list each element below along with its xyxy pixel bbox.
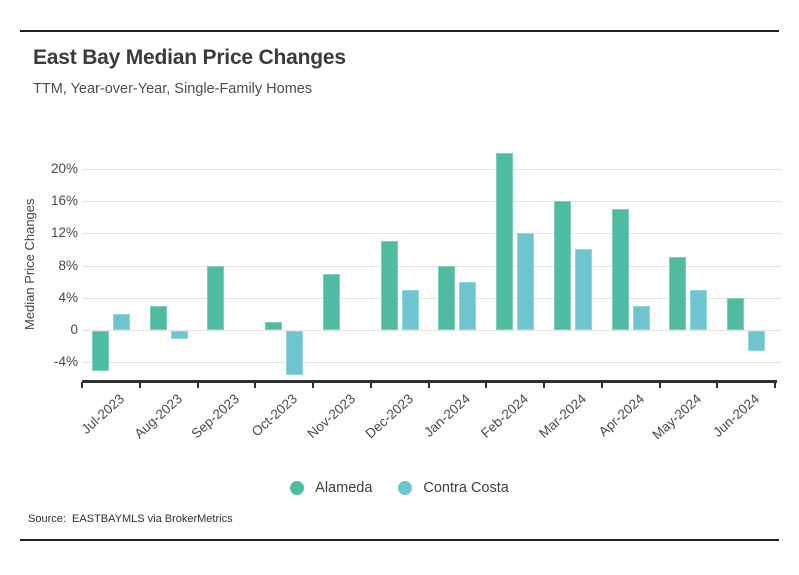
source-note: Source: EASTBAYMLS via BrokerMetrics: [28, 513, 233, 525]
bottom-divider: [20, 539, 779, 541]
y-tick-label-20%: 20%: [50, 160, 78, 176]
y-tick-label--4%: -4%: [53, 354, 78, 370]
bar-contra-costa-apr-2024: [632, 305, 650, 330]
bar-alameda-jul-2023: [91, 331, 109, 372]
bar-contra-costa-feb-2024: [517, 233, 535, 330]
legend: Alameda Contra Costa: [0, 480, 799, 496]
bar-alameda-may-2024: [669, 257, 687, 330]
y-tick-label-12%: 12%: [50, 225, 78, 241]
x-axis-tick: [369, 382, 372, 388]
y-tick-label-16%: 16%: [50, 193, 78, 209]
contra-costa-swatch-icon: [398, 481, 413, 495]
bar-contra-costa-aug-2023: [170, 331, 188, 340]
x-axis-tick: [312, 382, 314, 388]
legend-item-contra-costa: Contra Costa: [398, 480, 509, 496]
bar-contra-costa-jan-2024: [459, 281, 477, 330]
legend-label-contra-costa: Contra Costa: [423, 480, 509, 496]
bar-alameda-dec-2023: [380, 241, 398, 330]
bar-alameda-oct-2023: [265, 321, 283, 330]
bar-alameda-jun-2024: [727, 297, 745, 330]
gridline-4%: [82, 297, 782, 299]
bar-contra-costa-dec-2023: [401, 289, 419, 330]
bar-contra-costa-oct-2023: [286, 331, 304, 376]
bar-alameda-nov-2023: [322, 273, 340, 330]
x-axis-tick: [658, 382, 661, 388]
x-axis-tick: [254, 382, 257, 388]
bar-contra-costa-may-2024: [690, 289, 708, 330]
gridline-0: [82, 330, 782, 331]
x-axis-tick: [543, 382, 545, 388]
bar-alameda-aug-2023: [149, 305, 167, 330]
x-axis-tick: [81, 382, 83, 388]
chart-subtitle: TTM, Year-over-Year, Single-Family Homes: [33, 81, 313, 97]
alameda-swatch-icon: [290, 481, 305, 495]
gridline-16%: [82, 201, 782, 203]
legend-label-alameda: Alameda: [315, 480, 373, 496]
bar-alameda-sep-2023: [207, 265, 225, 330]
bar-alameda-mar-2024: [553, 201, 571, 330]
y-tick-label-0: 0: [70, 322, 78, 337]
chart-title: East Bay Median Price Changes: [33, 46, 346, 69]
x-axis-tick: [138, 382, 141, 388]
gridline-20%: [82, 168, 782, 170]
bar-contra-costa-jun-2024: [748, 331, 766, 352]
top-divider: [20, 30, 779, 32]
x-axis-tick: [600, 382, 603, 388]
bar-alameda-jan-2024: [438, 265, 456, 330]
y-tick-label-4%: 4%: [58, 289, 78, 305]
gridline--4%: [82, 362, 782, 364]
x-axis-tick: [716, 382, 719, 388]
x-axis-tick: [774, 382, 776, 388]
x-axis-tick: [196, 382, 199, 388]
x-axis-tick: [427, 382, 430, 388]
gridline-12%: [82, 233, 782, 235]
x-axis-tick: [485, 382, 488, 388]
bar-alameda-apr-2024: [611, 209, 629, 330]
legend-item-alameda: Alameda: [290, 480, 372, 496]
bar-contra-costa-jul-2023: [112, 313, 130, 330]
x-axis-line: [82, 380, 777, 383]
y-tick-label-8%: 8%: [58, 257, 78, 273]
bar-alameda-feb-2024: [496, 152, 514, 330]
bar-contra-costa-mar-2024: [574, 249, 592, 330]
gridline-8%: [82, 265, 782, 267]
